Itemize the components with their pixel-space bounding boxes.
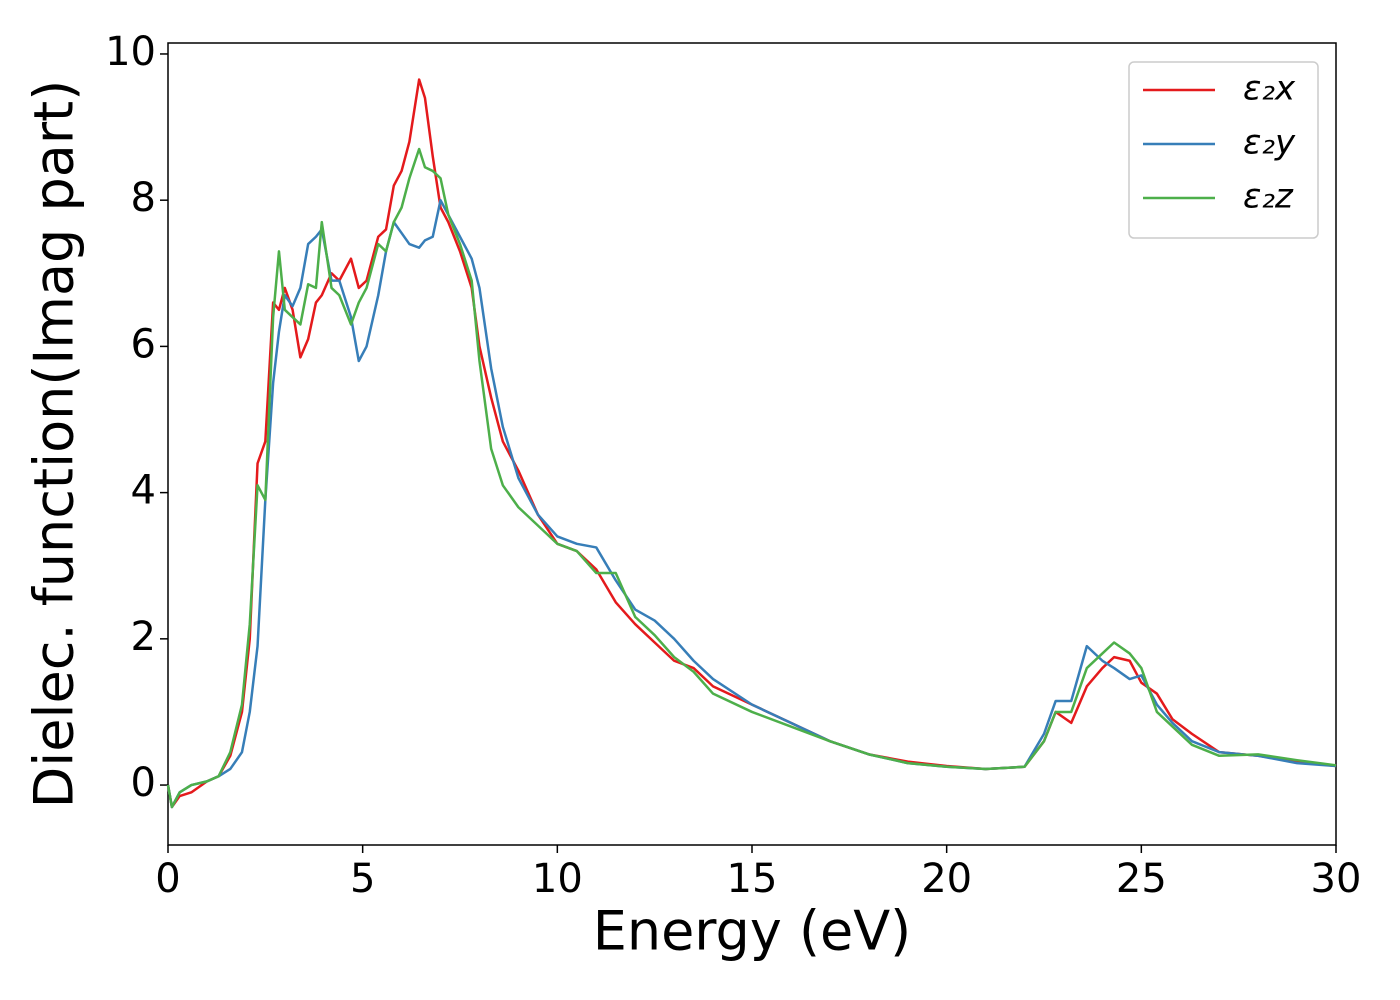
- x-tick-label: 10: [532, 856, 583, 902]
- y-tick-label: 8: [131, 175, 156, 221]
- legend-label: ε₂x: [1243, 69, 1296, 109]
- legend-label: ε₂y: [1243, 123, 1296, 163]
- x-tick-label: 5: [350, 856, 375, 902]
- legend-label: ε₂z: [1243, 177, 1294, 217]
- x-tick-label: 25: [1116, 856, 1167, 902]
- data-line: [166, 78, 1337, 809]
- x-tick-label: 15: [727, 856, 778, 902]
- y-tick-label: 0: [131, 760, 156, 806]
- x-tick-label: 20: [921, 856, 972, 902]
- y-tick-label: 4: [131, 468, 156, 514]
- y-tick-label: 2: [131, 614, 156, 660]
- y-tick-label: 6: [131, 321, 156, 367]
- data-line: [166, 147, 1337, 809]
- y-axis-label: Dielec. function(Imag part): [23, 80, 86, 809]
- x-axis-label: Energy (eV): [593, 900, 912, 963]
- data-line: [166, 198, 1337, 809]
- y-tick-label: 10: [105, 29, 156, 75]
- x-tick-label: 0: [155, 856, 180, 902]
- x-tick-label: 30: [1311, 856, 1362, 902]
- legend-box: [1128, 61, 1319, 239]
